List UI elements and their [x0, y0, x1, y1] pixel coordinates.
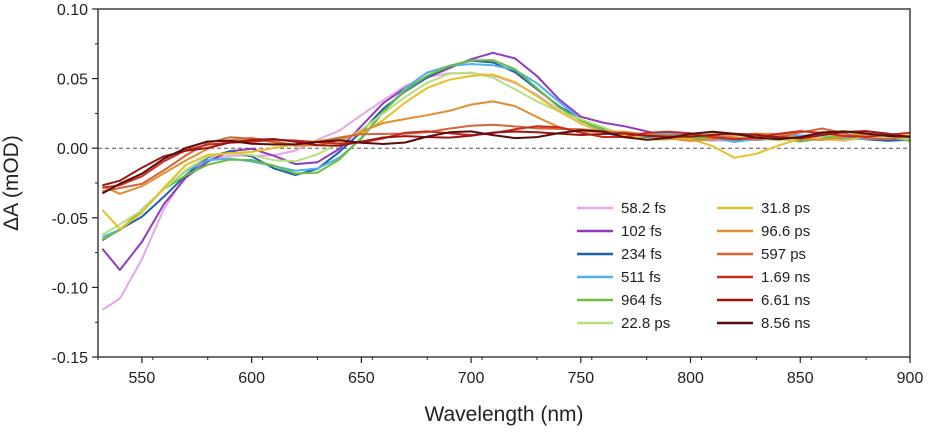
y-tick-label: -0.15 — [52, 350, 89, 367]
legend-label: 964 fs — [621, 292, 662, 309]
x-tick-label: 850 — [787, 370, 814, 387]
legend-label: 22.8 ps — [621, 315, 670, 332]
legend: 58.2 fs 102 fs 234 fs 511 fs 964 fs 22.8 ps 31… — [577, 200, 810, 332]
legend-label: 31.8 ps — [761, 200, 810, 217]
legend-label: 58.2 fs — [621, 200, 666, 217]
legend-label: 234 fs — [621, 246, 662, 263]
x-tick-label: 750 — [567, 370, 594, 387]
y-axis-title: ΔA (mOD) — [0, 135, 23, 231]
legend-label: 1.69 ns — [761, 269, 810, 286]
legend-label: 102 fs — [621, 223, 662, 240]
legend-label: 96.6 ps — [761, 223, 810, 240]
x-tick-label: 800 — [677, 370, 704, 387]
x-tick-label: 550 — [129, 370, 156, 387]
series-line-8-56-ns — [101, 129, 910, 195]
series-line-597-ps — [102, 123, 910, 193]
x-tick-label: 900 — [897, 370, 924, 387]
x-tick-label: 600 — [238, 370, 265, 387]
x-axis-title: Wavelength (nm) — [424, 403, 583, 426]
legend-label: 511 fs — [621, 269, 661, 286]
x-axis: 550 600 650 700 750 800 850 900 — [97, 357, 924, 387]
y-tick-label: 0.00 — [57, 141, 88, 158]
y-tick-label: 0.10 — [57, 2, 88, 19]
y-axis: -0.15 -0.10 -0.05 0.00 0.05 0.10 — [52, 2, 98, 367]
series-layer — [101, 51, 910, 311]
series-line-31-8-ps — [101, 73, 910, 230]
legend-label: 6.61 ns — [761, 292, 810, 309]
legend-label: 597 ps — [761, 246, 806, 263]
y-tick-label: -0.05 — [52, 211, 89, 228]
x-tick-label: 700 — [458, 370, 485, 387]
y-tick-label: -0.10 — [52, 280, 89, 297]
y-tick-label: 0.05 — [57, 72, 88, 89]
x-tick-label: 650 — [348, 370, 375, 387]
legend-label: 8.56 ns — [761, 315, 810, 332]
